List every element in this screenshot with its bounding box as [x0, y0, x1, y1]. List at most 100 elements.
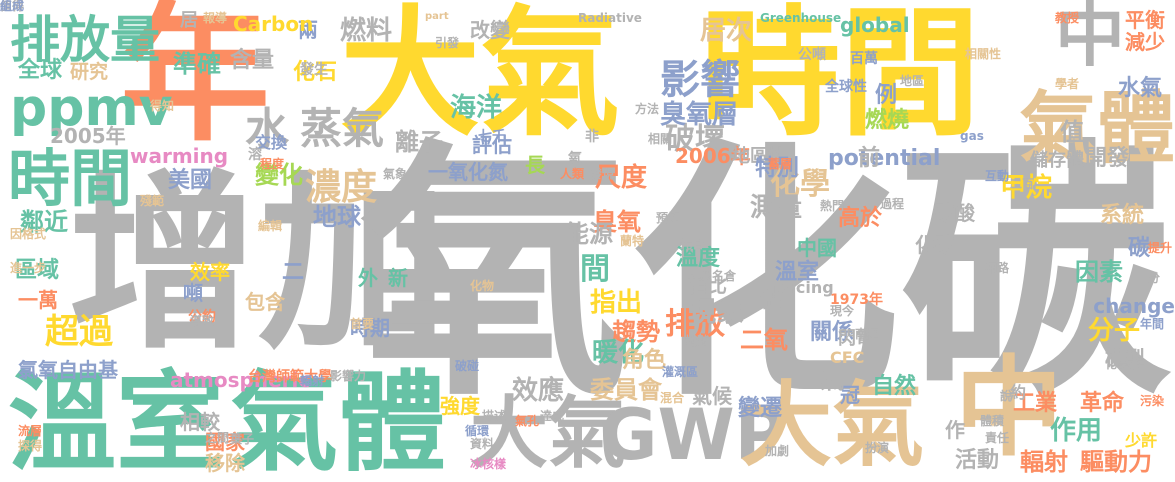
cloud-word-113: 活動 [955, 448, 1000, 473]
cloud-word-95: 氯氧自由基 [18, 358, 118, 382]
cloud-word-106: 變遷 [738, 396, 783, 421]
cloud-word-62: 碳酸 [935, 201, 975, 225]
cloud-word-120: 1973年 [830, 292, 883, 308]
cloud-word-68: 能源 [565, 220, 613, 248]
cloud-word-165: 二百 [1010, 177, 1035, 191]
cloud-word-41: 2006年 [675, 144, 751, 168]
cloud-word-94: 模型 [1105, 346, 1145, 370]
cloud-word-34: 減少 [1125, 30, 1165, 54]
cloud-word-149: 葉子 [230, 432, 255, 446]
cloud-word-118: 閃電 [838, 328, 874, 349]
cloud-word-111: 輻射 [1020, 448, 1068, 476]
cloud-word-153: 污染 [1140, 394, 1165, 408]
cloud-word-31: 居次 [700, 16, 753, 46]
cloud-word-171: 殘範 [140, 194, 165, 208]
cloud-word-196: 現今 [830, 304, 855, 318]
cloud-word-81: 包含 [245, 290, 285, 314]
cloud-word-88: 現象 [688, 295, 745, 328]
cloud-word-119: forcing [770, 278, 834, 297]
cloud-word-0: 增加 [68, 154, 449, 375]
cloud-word-183: 相關 [648, 132, 673, 146]
cloud-word-129: 發生 [300, 62, 328, 78]
cloud-word-136: 溶 [248, 147, 262, 163]
cloud-word-27: 燃料 [340, 16, 393, 46]
cloud-word-46: 開發 [1085, 146, 1130, 171]
cloud-word-96: atmospheric [170, 368, 311, 392]
cloud-word-167: 分 [1148, 271, 1161, 285]
cloud-word-158: 冰核樣 [470, 457, 507, 471]
cloud-word-160: 扮演 [865, 441, 890, 455]
cloud-word-109: 移除 [205, 451, 245, 475]
cloud-word-38: 2005年 [50, 124, 126, 148]
cloud-word-73: 間 [580, 252, 610, 287]
cloud-word-151: 網路 [985, 261, 1010, 275]
cloud-word-71: 溫度 [676, 246, 721, 271]
cloud-word-189: 達成 [540, 409, 565, 423]
cloud-word-2: 大氣 [340, 0, 621, 156]
cloud-word-155: 少許 [1125, 431, 1158, 450]
cloud-word-87: 排放 [665, 307, 725, 342]
cloud-word-36: Carbon [233, 12, 314, 36]
cloud-word-75: 二 [282, 260, 305, 285]
cloud-word-20: 化學 [770, 167, 830, 202]
cloud-word-188: 聚名倉 [700, 269, 737, 283]
cloud-word-12: 中 [1055, 0, 1125, 76]
cloud-word-48: 前 [858, 146, 881, 171]
cloud-word-186: 南極 [855, 327, 880, 341]
cloud-word-76: 外 [358, 266, 378, 290]
cloud-word-138: 非 [585, 129, 599, 145]
cloud-word-133: 化物 [470, 279, 495, 293]
cloud-word-128: 交換 [255, 133, 288, 152]
cloud-word-64: 碳 [1128, 236, 1151, 261]
cloud-word-86: 超過 [45, 312, 113, 352]
cloud-word-162: 描述 [482, 409, 507, 423]
cloud-word-123: part [425, 11, 449, 22]
cloud-word-137: 氧 [568, 151, 582, 167]
cloud-word-191: 蓄層 [768, 157, 793, 171]
cloud-word-44: potential [828, 146, 941, 171]
cloud-word-52: 長 [525, 153, 545, 177]
cloud-word-197: 值得 [0, 0, 25, 13]
cloud-word-21: 破壞 [665, 122, 725, 157]
cloud-word-99: 委員會 [590, 376, 662, 404]
cloud-word-32: global [840, 13, 910, 37]
cloud-word-101: 自然 [872, 374, 917, 399]
cloud-word-70: 化碳 [915, 233, 955, 257]
cloud-word-126: 教授 [1055, 11, 1080, 25]
cloud-word-117: CFC [830, 348, 865, 367]
cloud-word-61: 高於 [838, 206, 883, 231]
cloud-word-66: 區域 [15, 258, 60, 283]
cloud-word-192: 氣象 [383, 167, 408, 181]
cloud-word-10: 中 [955, 346, 1064, 471]
cloud-word-187: 體積 [980, 414, 1005, 428]
cloud-word-185: 引發 [435, 36, 460, 50]
cloud-word-19: 濃度 [305, 167, 378, 208]
cloud-word-132: 公約 [188, 309, 216, 325]
cloud-word-65: 因素 [1075, 258, 1123, 286]
cloud-word-84: 分子 [1088, 316, 1141, 346]
cloud-word-30: 評估 [472, 133, 512, 157]
cloud-word-125: Greenhouse [760, 11, 842, 25]
cloud-word-166: 互動 [985, 169, 1010, 183]
cloud-word-98: 效應 [512, 376, 565, 406]
cloud-word-49: 例 [875, 83, 898, 108]
cloud-word-179: 熱門 [820, 199, 845, 213]
cloud-word-82: 指出 [590, 288, 643, 318]
cloud-word-163: 循環 [465, 424, 490, 438]
cloud-word-115: 氣 [820, 366, 844, 394]
cloud-word-43: 地區性 [732, 146, 786, 167]
cloud-word-114: 作 [945, 418, 965, 442]
cloud-word-169: 進一步 [10, 261, 47, 275]
cloud-word-159: 加劇 [765, 444, 790, 458]
cloud-word-69: 中國 [797, 236, 837, 260]
cloud-word-134: 人類 [560, 167, 585, 181]
cloud-word-122: 報導 [203, 11, 228, 25]
cloud-word-14: 排放量 [10, 11, 160, 69]
cloud-word-108: 國家 [205, 430, 245, 454]
cloud-word-37: 化石 [293, 60, 338, 85]
cloud-word-150: 輻射 [300, 374, 325, 388]
cloud-word-100: 氣候 [692, 384, 732, 408]
cloud-word-55: 變化 [255, 161, 303, 189]
cloud-word-141: 百萬 [850, 51, 878, 67]
cloud-word-193: 破碰 [455, 359, 480, 373]
